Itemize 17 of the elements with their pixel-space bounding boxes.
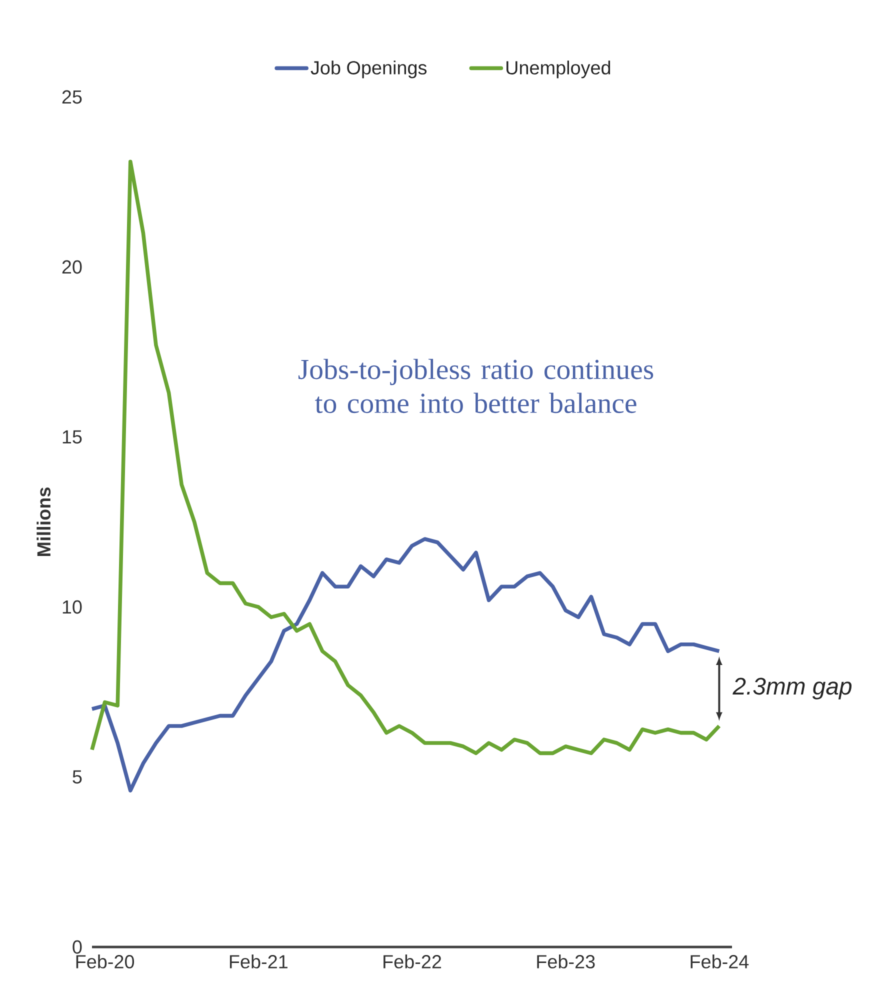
text: 2.3mm gap <box>732 678 852 700</box>
y-tick-label: 5 <box>72 770 82 784</box>
y-tick-label: 15 <box>62 430 82 444</box>
x-tick-label: Feb-24 <box>690 954 749 968</box>
line-series <box>90 537 722 792</box>
x-tick-label: Feb-23 <box>537 954 595 968</box>
y-tick-label: 10 <box>62 600 82 614</box>
y-tick-label: 20 <box>62 260 82 274</box>
x-tick-label: Feb-22 <box>384 954 442 968</box>
x-tick-label: Feb-21 <box>230 954 288 968</box>
y-tick-label: 0 <box>72 940 82 954</box>
x-tick-label: Feb-20 <box>76 954 134 968</box>
legend-label: Unemployed <box>506 60 610 78</box>
y-axis-title: Millions <box>36 488 51 556</box>
legend-label: Job Openings <box>310 60 427 78</box>
y-tick-label: 25 <box>62 90 82 104</box>
annotation: Jobs-to-jobless ratio continues to come into better balance <box>298 358 654 414</box>
